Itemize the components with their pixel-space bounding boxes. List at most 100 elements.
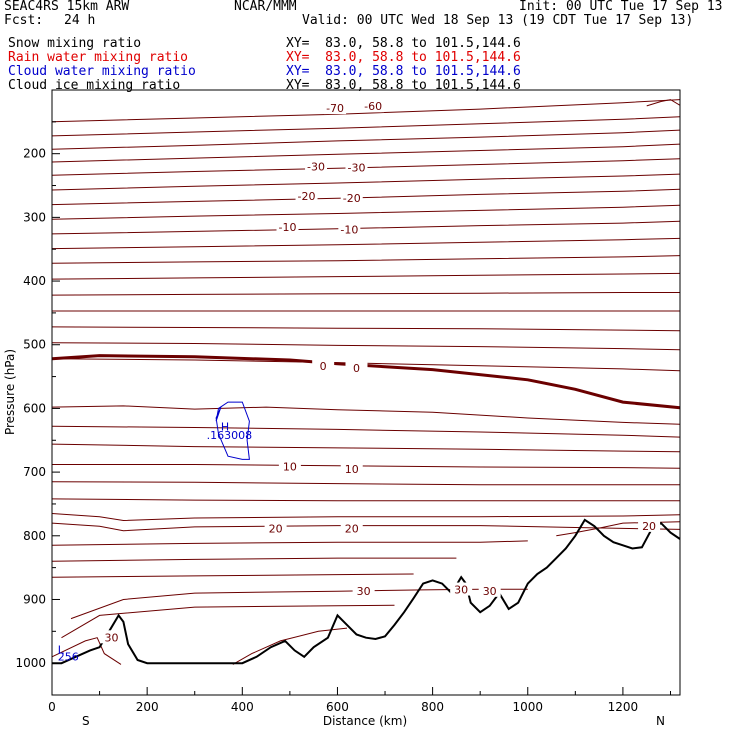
isotherm-20: [51, 443, 681, 453]
isotherm-7: [51, 204, 681, 220]
isotherm-31: [51, 637, 122, 665]
contour-label-bg: [305, 159, 328, 173]
isotherm-6: [51, 188, 681, 206]
isotherm-16: [51, 358, 681, 372]
contour-label-bg: [264, 521, 287, 535]
y-tick-label: 400: [23, 274, 46, 288]
y-tick-label: 800: [23, 529, 46, 543]
contour-labels: -70 -60 -30 -30 -20 -20 -10 -10 0 0 10 10 20 20 20 30 30…: [58, 99, 661, 664]
contour-label: -10: [340, 224, 358, 237]
contour-label: -30: [348, 161, 366, 174]
isotherm-22: [51, 481, 680, 486]
y-tick-label: 200: [23, 147, 46, 161]
isotherm-32: [232, 627, 348, 665]
contour-label-bg: [340, 462, 363, 476]
x-tick-label: 1000: [512, 700, 543, 714]
isotherm-34: [646, 99, 681, 107]
valid-time: Valid: 00 UTC Wed 18 Sep 13 (19 CDT Tue …: [302, 13, 694, 28]
axes: 0 200 400 600 800 1000 1200 200 300 400 500 600 700 8…: [15, 121, 671, 714]
contour-label-bg: [478, 583, 501, 597]
extremum-annotation: 256: [58, 651, 79, 664]
contour-label-bg: [340, 521, 363, 535]
contour-label: 0: [320, 360, 327, 373]
field-name-cloud-ice: Cloud ice mixing ratio: [8, 78, 181, 93]
isotherm-5: [51, 173, 681, 191]
contour-label: -70: [326, 102, 344, 115]
isotherm-27: [51, 557, 457, 562]
south-label: S: [82, 714, 90, 728]
y-tick-label: 700: [23, 465, 46, 479]
contour-label: 30: [357, 585, 371, 598]
forecast-label: Fcst:: [4, 13, 44, 28]
contour-label-bg: [276, 220, 299, 234]
x-tick-label: 400: [231, 700, 254, 714]
contour-label-bg: [312, 359, 335, 373]
contour-label-bg: [100, 630, 123, 644]
field-name-cloud-water: Cloud water mixing ratio: [8, 64, 196, 79]
isotherm-18: [51, 405, 681, 425]
contour-label-bg: [345, 360, 368, 374]
contour-label-bg: [295, 188, 318, 202]
isotherm-zero: [51, 354, 681, 410]
x-tick-label: 200: [136, 700, 159, 714]
isotherm-0: [51, 99, 681, 123]
terrain-line: [52, 518, 681, 665]
contour-label-bg: [338, 222, 361, 236]
contour-label-bg: [278, 459, 301, 473]
temperature-contours: [51, 99, 681, 665]
contour-label: -20: [298, 190, 316, 203]
field-xy-cloud-water: XY= 83.0, 58.8 to 101.5,144.6: [286, 64, 521, 79]
contour-label-bg: [352, 583, 375, 597]
isotherm-30: [61, 604, 395, 639]
contour-label-bg: [340, 190, 363, 204]
isotherm-28: [51, 573, 414, 578]
isotherm-26: [51, 540, 528, 546]
y-tick-label: 300: [23, 210, 46, 224]
contour-label: 10: [345, 463, 359, 476]
init-time: Init: 00 UTC Tue 17 Sep 13: [519, 0, 723, 14]
y-tick-label: 1000: [15, 656, 46, 670]
contour-label: 20: [642, 520, 656, 533]
contour-label-bg: [324, 101, 347, 115]
isotherm-11: [51, 272, 681, 280]
extremum-annotation: H: [221, 421, 229, 434]
field-name-snow: Snow mixing ratio: [8, 36, 142, 51]
isotherm-1: [51, 116, 681, 137]
contour-label: -10: [279, 221, 297, 234]
x-tick-label: 600: [326, 700, 349, 714]
isotherm-14: [51, 326, 681, 332]
forecast-value: 24 h: [64, 13, 96, 28]
y-axis-label: Pressure (hPa): [3, 349, 17, 435]
plot-frame: [51, 89, 681, 696]
contour-label-bg: [450, 582, 473, 596]
y-tick-label: 900: [23, 592, 46, 606]
contour-label: 10: [283, 461, 297, 474]
isotherm-8: [51, 220, 681, 235]
contour-label: 20: [269, 522, 283, 535]
isotherm-24: [51, 513, 681, 522]
x-axis-label: Distance (km): [323, 714, 407, 728]
field-xy-cloud-ice: XY= 83.0, 58.8 to 101.5,144.6: [286, 78, 521, 93]
contour-label-bg: [345, 160, 368, 174]
isotherm-25: [51, 522, 681, 532]
extremum-annotation: L: [58, 644, 65, 657]
field-xy-snow: XY= 83.0, 58.8 to 101.5,144.6: [286, 36, 521, 51]
contour-label: 30: [483, 585, 497, 598]
contour-label: 20: [345, 522, 359, 535]
isotherm-23: [51, 498, 680, 502]
y-tick-label: 600: [23, 401, 46, 415]
isotherm-15: [51, 342, 681, 351]
isotherm-12: [51, 292, 680, 296]
isotherm-9: [51, 237, 681, 250]
x-tick-label: 800: [421, 700, 444, 714]
contour-label: -20: [343, 192, 361, 205]
y-tick-label: 500: [23, 338, 46, 352]
center-name: NCAR/MMM: [234, 0, 297, 14]
cloud-water-contour: [215, 401, 250, 460]
x-tick-label: 1200: [608, 700, 639, 714]
model-name: SEAC4RS 15km ARW: [4, 0, 130, 14]
contour-label-bg: [362, 99, 385, 113]
contour-label: 30: [454, 584, 468, 597]
terrain-layer: [52, 518, 681, 665]
